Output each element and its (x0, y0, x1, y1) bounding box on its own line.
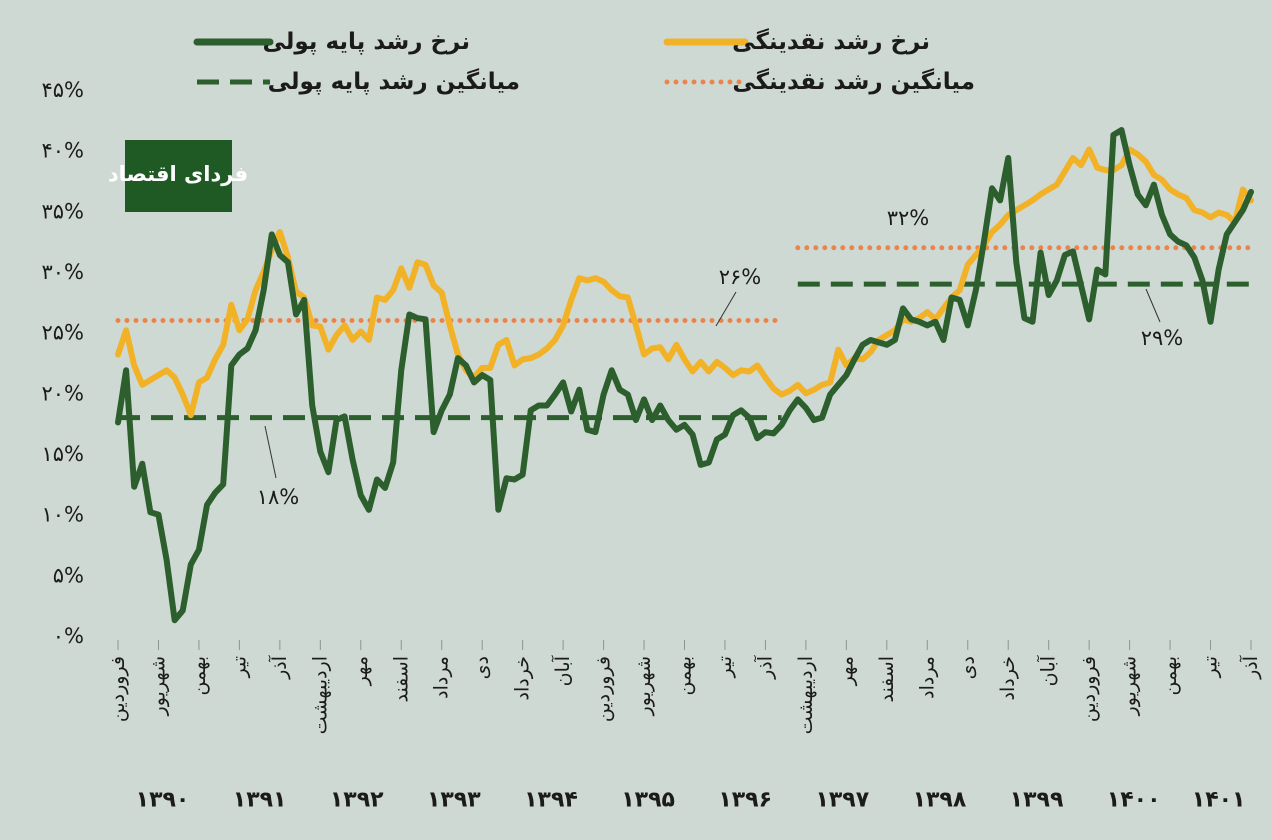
x-tick-label: شهریور (633, 656, 655, 716)
annotation: ۲۹% (1141, 326, 1184, 350)
y-tick-label: ۱۰% (41, 503, 84, 527)
x-tick-label: آذر (752, 655, 776, 680)
x-tick-label: اردیبهشت (309, 656, 331, 734)
year-label: ۱۴۰۱ (1192, 788, 1246, 813)
y-tick-label: ۳۰% (41, 260, 84, 284)
year-label: ۱۳۹۰ (136, 788, 190, 813)
x-tick-label: آذر (1238, 655, 1262, 680)
x-tick-label: بهمن (674, 656, 696, 696)
x-tick-label: فروردین (593, 656, 615, 722)
average-line (118, 281, 1251, 421)
x-tick-label: فروردین (107, 656, 129, 722)
y-tick-label: ۳۵% (41, 199, 84, 223)
annotation-leader (1145, 288, 1161, 323)
year-label: ۱۳۹۴ (524, 788, 578, 813)
x-tick-label: فروردین (1078, 656, 1100, 722)
x-tick-label: مهر (835, 656, 857, 686)
x-tick-label: اردیبهشت (795, 656, 817, 734)
legend-label: میانگین رشد نقدینگی (732, 68, 975, 95)
x-tick-label: آذر (267, 655, 291, 680)
x-tick-label: خرداد (512, 656, 534, 700)
x-tick-label: اسفند (390, 656, 412, 703)
x-tick-label: بهمن (188, 656, 210, 696)
x-tick-label: اسفند (876, 656, 898, 703)
legend-label: میانگین رشد پایه پولی (268, 68, 520, 95)
x-tick-label: بهمن (1159, 656, 1181, 696)
annotation-leader (715, 291, 737, 327)
logo-box (125, 140, 232, 212)
annotation: ۲۶% (719, 265, 762, 289)
year-label: ۱۳۹۳ (427, 788, 481, 813)
y-tick-label: ۴۰% (41, 139, 84, 163)
year-label: ۱۴۰۰ (1107, 788, 1161, 813)
legend-label: نرخ رشد پایه پولی (262, 29, 470, 55)
year-label: ۱۳۹۲ (330, 788, 384, 813)
x-tick-label: آبان (550, 655, 574, 686)
x-tick-label: خرداد (997, 656, 1019, 700)
year-label: ۱۳۹۱ (233, 788, 287, 813)
legend-label: نرخ رشد نقدینگی (732, 28, 930, 55)
x-tick-label: شهریور (147, 656, 169, 716)
x-tick-label: مرداد (431, 656, 453, 699)
x-tick-label: تیر (228, 656, 250, 679)
annotation: ۱۸% (257, 485, 300, 509)
y-tick-label: ۲۰% (41, 381, 84, 405)
y-tick-label: ۱۵% (41, 442, 84, 466)
year-label: ۱۳۹۸ (913, 788, 967, 813)
x-tick-label: شهریور (1119, 656, 1141, 716)
year-label: ۱۳۹۶ (718, 788, 772, 813)
logo: فردای اقتصاد (108, 140, 248, 212)
y-tick-label: ۰% (53, 624, 84, 648)
annotation: ۳۲% (887, 206, 930, 230)
annotation-leader (264, 425, 277, 479)
y-tick-label: ۴۵% (41, 78, 84, 102)
year-label: ۱۳۹۹ (1010, 788, 1064, 813)
x-tick-label: مهر (350, 656, 372, 686)
x-tick-label: آبان (1036, 655, 1060, 686)
series-line (115, 127, 1254, 624)
x-tick-label: مرداد (916, 656, 938, 699)
x-tick-label: تیر (1200, 656, 1222, 679)
year-label: ۱۳۹۵ (621, 788, 675, 813)
year-label: ۱۳۹۷ (815, 788, 869, 813)
x-tick-label: تیر (714, 656, 736, 679)
x-tick-label: دی (471, 656, 493, 679)
logo-text: فردای اقتصاد (108, 162, 248, 186)
y-tick-label: ۵% (53, 563, 84, 587)
x-tick-label: دی (957, 656, 979, 679)
y-tick-label: ۲۵% (41, 321, 84, 345)
